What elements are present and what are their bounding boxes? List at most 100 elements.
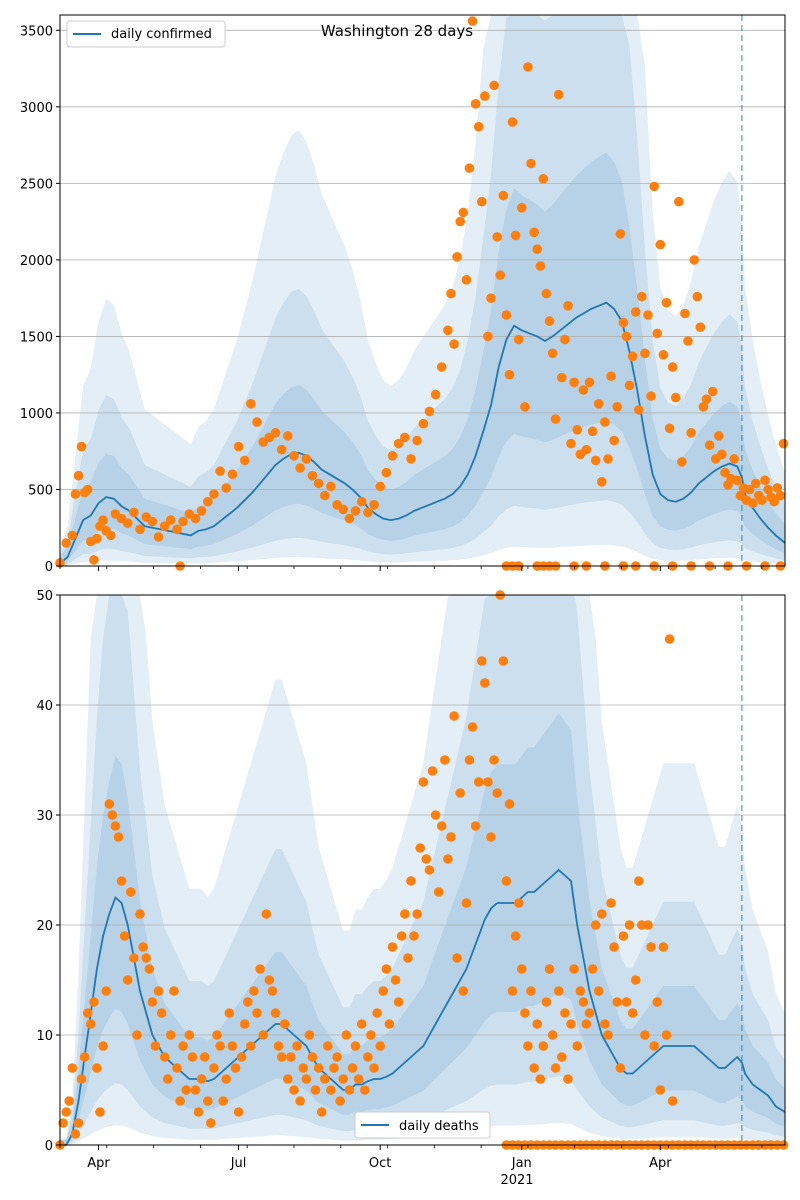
confirmed-observed-point (283, 431, 293, 441)
confirmed-observed-point (751, 478, 761, 489)
deaths-legend-label: daily deaths (399, 1119, 479, 1134)
deaths-observed-point (236, 1052, 247, 1062)
confirmed-axes (59, 14, 786, 567)
confirmed-observed-points (55, 16, 789, 571)
confirmed-observed-point (106, 530, 116, 541)
confirmed-observed-point (363, 507, 373, 518)
deaths-observed-point (181, 1085, 191, 1095)
confirmed-observed-point (732, 475, 743, 486)
deaths-observed-point (255, 964, 265, 974)
confirmed-observed-point (680, 308, 690, 319)
confirmed-legend-box (66, 20, 226, 48)
confirmed-observed-point (307, 470, 318, 481)
deaths-observed-point (332, 1052, 342, 1062)
deaths-observed-point (470, 821, 481, 831)
deaths-observed-point (467, 722, 478, 732)
confirmed-observed-point (695, 322, 706, 333)
confirmed-observed-point (513, 334, 524, 345)
confirmed-chart: 0 500 1000 1500 2000 2500 3000 3500 Washington … (20, 14, 789, 575)
confirmed-observed-point (704, 440, 715, 450)
deaths-observed-point (436, 821, 447, 831)
deaths-observed-point (458, 986, 469, 996)
deaths-line-layer (60, 868, 786, 1146)
deaths-observed-point (283, 1074, 293, 1084)
deaths-observed-point (406, 876, 416, 886)
confirmed-band-2 (60, 152, 785, 565)
deaths-observed-point (547, 1030, 558, 1040)
deaths-observed-point (76, 1074, 87, 1084)
deaths-observed-point (597, 909, 607, 919)
confirmed-observed-point (603, 454, 613, 464)
deaths-observed-point (273, 1041, 284, 1051)
confirmed-observed-point (387, 451, 398, 461)
deaths-observed-point (335, 1096, 345, 1106)
confirmed-observed-point (467, 16, 478, 26)
confirmed-axes-frame (59, 14, 786, 567)
confirmed-observed-point (553, 89, 564, 100)
deaths-observed-point (430, 810, 441, 820)
deaths-observed-point (560, 1008, 570, 1018)
confirmed-observed-point (717, 449, 727, 460)
deaths-observed-point (313, 1063, 324, 1073)
confirmed-observed-point (624, 380, 635, 391)
confirmed-observed-point (757, 495, 767, 506)
confirmed-observed-point (587, 426, 598, 437)
deaths-observed-point (535, 1074, 546, 1084)
deaths-observed-point (520, 1008, 530, 1018)
deaths-observed-point (566, 1019, 576, 1029)
confirmed-observed-point (701, 394, 712, 405)
deaths-observed-point (381, 964, 392, 974)
deaths-observed-point (452, 953, 462, 963)
deaths-observed-point (480, 678, 490, 688)
confirmed-observed-point (455, 216, 466, 227)
deaths-observed-point (147, 997, 158, 1007)
confirmed-observed-point (504, 369, 515, 380)
confirmed-observed-point (172, 524, 182, 535)
confirmed-observed-point (98, 515, 108, 525)
confirmed-observed-point (597, 477, 607, 487)
deaths-observed-point (544, 964, 555, 974)
confirmed-observed-point (393, 438, 404, 449)
confirmed-observed-point (593, 399, 604, 409)
deaths-observed-point (640, 1030, 650, 1040)
confirmed-observed-point (369, 500, 379, 510)
confirmed-observed-point (147, 516, 158, 527)
deaths-observed-point (341, 1030, 352, 1040)
confirmed-observed-point (449, 339, 459, 349)
deaths-observed-point (64, 1096, 74, 1106)
deaths-observed-point (375, 1041, 386, 1051)
confirmed-y-tick-label: 3000 (20, 101, 53, 116)
confirmed-observed-point (227, 469, 238, 480)
deaths-observed-point (409, 931, 419, 941)
confirmed-observed-point (775, 490, 786, 501)
confirmed-observed-point (338, 504, 349, 515)
deaths-observed-point (276, 1052, 287, 1062)
deaths-observed-point (461, 898, 472, 908)
confirmed-y-tick-label: 1500 (20, 330, 53, 345)
confirmed-observed-point (246, 399, 256, 409)
confirmed-observed-point (714, 431, 724, 441)
deaths-line (60, 868, 786, 1146)
deaths-observed-point (292, 1041, 302, 1051)
deaths-observed-point (477, 656, 487, 666)
deaths-observed-point (267, 986, 278, 996)
confirmed-observed-point (634, 405, 644, 415)
deaths-observed-point (233, 1107, 244, 1117)
deaths-observed-point (418, 777, 429, 787)
deaths-chart: 0 10 20 30 40 50 Apr Jul Oct Jan Apr 2021 daily d… (36, 589, 789, 1188)
confirmed-observed-point (772, 483, 783, 493)
deaths-observed-point (667, 1096, 678, 1106)
confirmed-observed-point (584, 377, 595, 388)
deaths-observed-point (433, 887, 444, 897)
confirmed-observed-point (375, 481, 386, 492)
deaths-observed-point (526, 986, 536, 996)
confirmed-observed-point (135, 524, 145, 535)
confirmed-observed-point (190, 513, 201, 524)
deaths-observed-point (421, 854, 432, 864)
deaths-observed-point (492, 788, 503, 798)
deaths-observed-point (412, 909, 422, 919)
confirmed-observed-point (320, 490, 330, 501)
deaths-observed-point (224, 1008, 235, 1018)
deaths-y-tick-label: 30 (36, 809, 53, 824)
deaths-observed-point (529, 1063, 539, 1073)
